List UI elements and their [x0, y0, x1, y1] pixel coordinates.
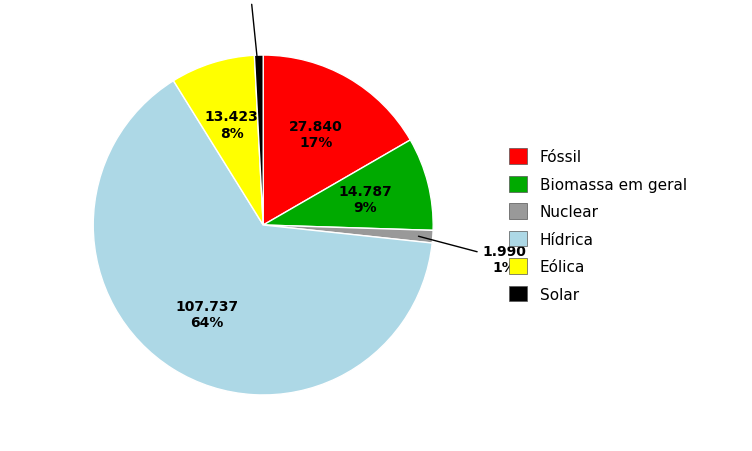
Wedge shape [93, 82, 432, 395]
Text: 107.737
64%: 107.737 64% [176, 299, 238, 330]
Text: 13.423
8%: 13.423 8% [205, 110, 259, 140]
Wedge shape [254, 56, 263, 226]
Text: 1.990
1%: 1.990 1% [418, 237, 526, 275]
Wedge shape [263, 226, 433, 244]
Wedge shape [174, 56, 263, 226]
Wedge shape [263, 141, 433, 231]
Wedge shape [263, 56, 411, 226]
Text: 1.379
1%: 1.379 1% [228, 0, 271, 78]
Text: 14.787
9%: 14.787 9% [338, 185, 393, 215]
Legend: Fóssil, Biomassa em geral, Nuclear, Hídrica, Eólica, Solar: Fóssil, Biomassa em geral, Nuclear, Hídr… [505, 144, 691, 307]
Text: 27.840
17%: 27.840 17% [289, 120, 343, 149]
